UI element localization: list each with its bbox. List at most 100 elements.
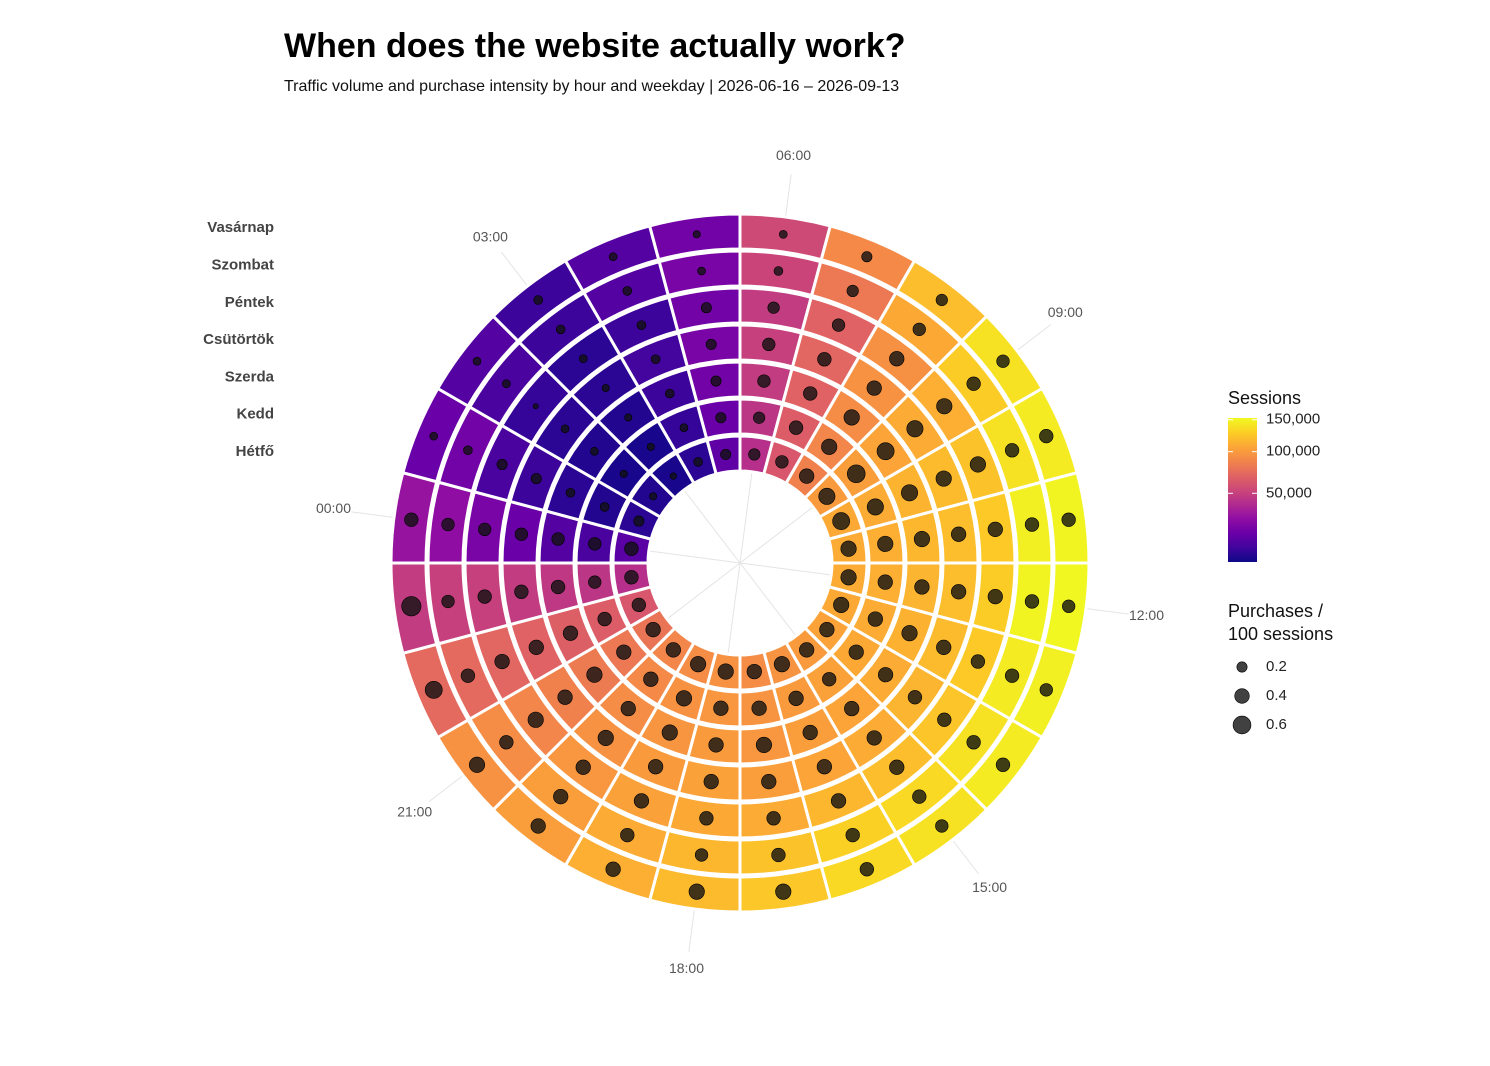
legend-label: Szombat (211, 256, 274, 273)
purchase-dot (608, 252, 618, 262)
purchase-dot (586, 666, 603, 683)
purchase-dot (1004, 668, 1020, 683)
size-legend-label: 0.6 (1266, 716, 1287, 733)
purchase-dot (830, 793, 847, 809)
purchase-dot (802, 724, 818, 741)
purchase-dot (951, 526, 967, 542)
size-legend-title: 100 sessions (1228, 624, 1333, 644)
size-legend-dot (1236, 661, 1248, 673)
purchase-dot (624, 541, 639, 556)
purchase-dot (697, 266, 706, 276)
purchase-dot (472, 356, 482, 366)
purchase-dot (755, 736, 772, 753)
purchase-dot (690, 656, 707, 673)
purchase-dot (1004, 443, 1020, 458)
x-tick-label: 03:00 (473, 228, 508, 244)
chart-subtitle: Traffic volume and purchase intensity by… (284, 78, 899, 95)
purchase-dot (970, 654, 986, 669)
purchase-dot (762, 337, 776, 352)
purchase-dot (693, 457, 703, 467)
purchase-dot (619, 469, 628, 478)
purchase-dot (901, 625, 918, 642)
purchase-dot (846, 464, 866, 484)
purchase-dot (669, 472, 677, 480)
purchase-dot (578, 354, 588, 364)
purchase-dot (848, 644, 864, 660)
colorbar (1228, 418, 1257, 562)
chart-title: When does the website actually work? (284, 27, 906, 65)
purchase-dot (496, 458, 508, 470)
purchase-dot (832, 512, 851, 530)
purchase-dot (996, 354, 1010, 368)
purchase-dot (766, 811, 781, 826)
legend-label: Szerda (225, 368, 275, 385)
purchase-dot (597, 611, 612, 627)
purchase-dot (708, 737, 724, 753)
size-legend-dot (1232, 715, 1252, 735)
purchase-dot (966, 735, 981, 750)
colorbar-tick-label: 100,000 (1266, 443, 1320, 460)
purchase-dot (889, 759, 905, 775)
purchase-dot (555, 324, 566, 335)
purchase-dot (551, 532, 565, 546)
purchase-dot (767, 301, 780, 314)
purchase-dot (818, 487, 836, 505)
purchase-dot (906, 420, 924, 438)
purchase-dot (710, 375, 722, 387)
purchase-dot (562, 625, 579, 641)
purchase-dot (648, 759, 664, 775)
purchase-dot (966, 376, 981, 391)
purchase-dot (514, 584, 529, 599)
purchase-dot (605, 861, 621, 877)
purchase-dot (528, 639, 544, 655)
purchase-dot (705, 338, 717, 350)
purchase-dot (951, 584, 967, 600)
purchase-dot (530, 473, 542, 485)
purchase-dot (831, 318, 846, 332)
purchase-dot (877, 574, 893, 590)
purchase-dot (527, 711, 544, 728)
purchase-dot (601, 384, 610, 393)
purchase-dot (821, 438, 838, 455)
purchase-dot (588, 537, 602, 551)
purchase-dot (633, 793, 650, 809)
purchase-dot (599, 502, 610, 512)
purchase-dot (620, 700, 636, 717)
purchase-dot (477, 589, 492, 604)
purchase-dot (987, 589, 1003, 605)
purchase-dot (643, 671, 659, 687)
purchase-dot (699, 811, 714, 826)
x-tick-label: 18:00 (669, 960, 704, 976)
purchase-dot (557, 689, 573, 705)
purchase-dot (771, 847, 786, 863)
size-legend-title: Purchases / (1228, 601, 1323, 621)
purchase-dot (661, 724, 678, 741)
purchase-dot (631, 597, 646, 613)
purchase-dot (937, 712, 952, 727)
purchase-dot (901, 484, 918, 502)
purchase-dot (845, 827, 860, 843)
purchase-dot (533, 295, 543, 305)
purchase-dot (935, 819, 949, 833)
purchase-dot (861, 251, 873, 263)
legend-label: Kedd (237, 406, 275, 423)
purchase-dot (757, 374, 771, 388)
purchase-dot (1024, 517, 1040, 532)
purchase-dot (460, 668, 476, 683)
x-tick-label: 15:00 (972, 879, 1007, 895)
purchase-dot (788, 420, 804, 435)
purchase-dot (936, 398, 953, 415)
purchase-dot (775, 883, 792, 900)
x-tick-label: 00:00 (316, 500, 351, 516)
x-tick-label: 06:00 (776, 147, 811, 163)
purchase-dot (773, 266, 784, 276)
purchase-dot (401, 596, 422, 617)
purchase-dot (665, 388, 675, 399)
purchase-dot (588, 575, 602, 589)
purchase-dot (622, 286, 633, 296)
purchase-dot (844, 700, 860, 717)
purchase-dot (616, 644, 632, 660)
purchase-dot (778, 230, 788, 239)
purchase-dot (478, 522, 492, 537)
purchase-dot (822, 672, 837, 687)
